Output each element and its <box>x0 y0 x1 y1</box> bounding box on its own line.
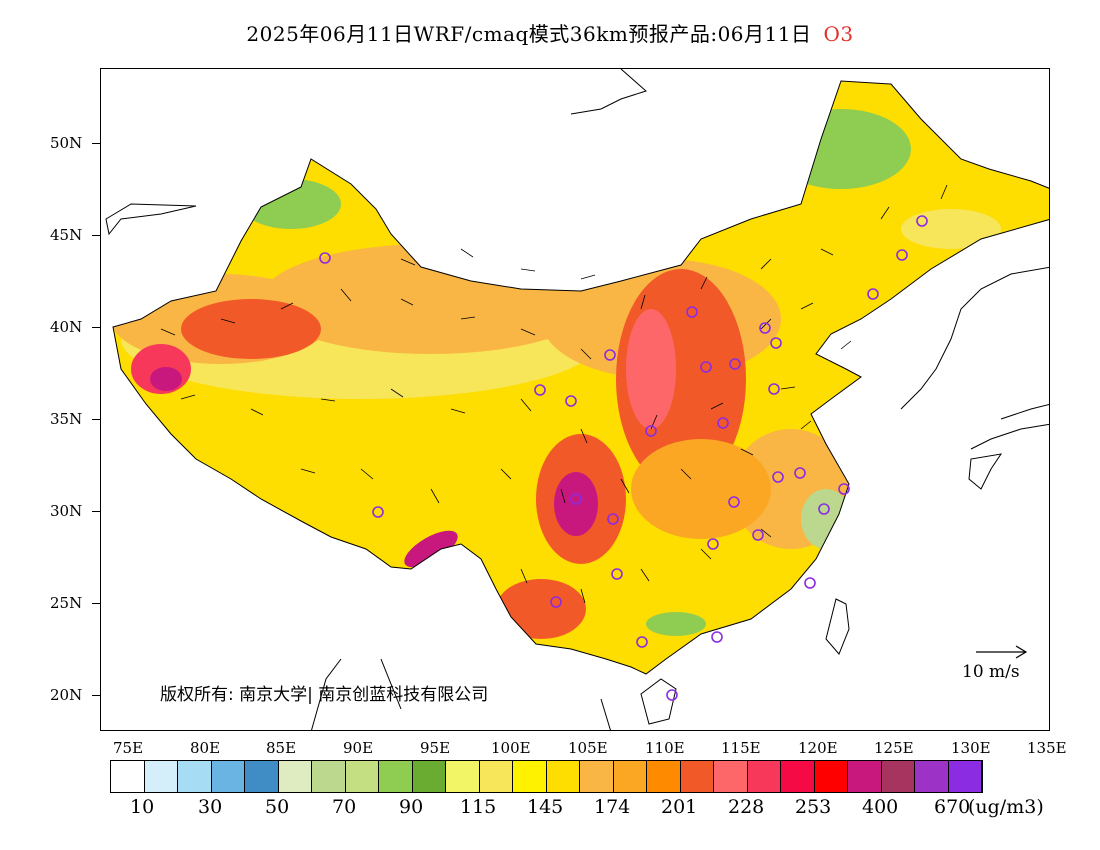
colorbar-cell <box>948 761 982 792</box>
colorbar-cell <box>781 761 815 792</box>
colorbar-cell <box>546 761 580 792</box>
lat-tick <box>92 143 100 144</box>
colorbar-label: 115 <box>460 796 497 818</box>
lat-label-30n: 30N <box>50 502 83 520</box>
copyright-notice: 版权所有: 南京大学| 南京创蓝科技有限公司 <box>160 685 489 705</box>
colorbar-label: 70 <box>332 796 357 818</box>
colorbar-cell <box>714 761 748 792</box>
colorbar-cell <box>144 761 178 792</box>
colorbar-label: 90 <box>399 796 424 818</box>
colorbar-cell <box>446 761 480 792</box>
colorbar-cell <box>479 761 513 792</box>
colorbar-label: 670 <box>934 796 971 818</box>
colorbar-cell <box>580 761 614 792</box>
lat-tick <box>92 235 100 236</box>
colorbar-cell <box>345 761 379 792</box>
colorbar-label: 400 <box>862 796 899 818</box>
map-title: 2025年06月11日WRF/cmaq模式36km预报产品:06月11日 O3 <box>0 18 1100 47</box>
colorbar-cell <box>312 761 346 792</box>
wind-vectors <box>160 184 948 604</box>
lat-label-40n: 40N <box>50 318 83 336</box>
lat-tick <box>92 327 100 328</box>
lat-label-35n: 35N <box>50 410 83 428</box>
colorbar-label: 145 <box>527 796 564 818</box>
lon-label-75e: 75E <box>113 739 144 757</box>
lon-label-125e: 125E <box>874 739 914 757</box>
colorbar-cell <box>680 761 714 792</box>
city-markers <box>319 215 928 701</box>
map-frame <box>100 68 1050 731</box>
pollutant-label: O3 <box>823 22 854 46</box>
lon-label-85e: 85E <box>266 739 297 757</box>
colorbar-label: 174 <box>594 796 631 818</box>
colorbar-label: 201 <box>661 796 698 818</box>
colorbar <box>110 760 983 793</box>
lon-label-115e: 115E <box>721 739 761 757</box>
lon-label-110e: 110E <box>645 739 685 757</box>
colorbar-cell <box>379 761 413 792</box>
colorbar-cell <box>613 761 647 792</box>
lon-label-120e: 120E <box>798 739 838 757</box>
lon-label-100e: 100E <box>491 739 531 757</box>
lat-label-20n: 20N <box>50 686 83 704</box>
lat-label-45n: 45N <box>50 226 83 244</box>
colorbar-units: (ug/m3) <box>968 796 1044 818</box>
lat-tick <box>92 603 100 604</box>
colorbar-cell <box>211 761 245 792</box>
colorbar-cell <box>245 761 279 792</box>
colorbar-cell <box>178 761 212 792</box>
colorbar-cell <box>747 761 781 792</box>
lon-label-80e: 80E <box>190 739 221 757</box>
lat-label-50n: 50N <box>50 134 83 152</box>
lon-label-130e: 130E <box>951 739 991 757</box>
colorbar-label: 10 <box>130 796 155 818</box>
coastline-borders <box>105 69 1049 730</box>
colorbar-cell <box>881 761 915 792</box>
colorbar-cell <box>647 761 681 792</box>
lat-tick <box>92 695 100 696</box>
lon-label-90e: 90E <box>343 739 374 757</box>
colorbar-cell <box>513 761 547 792</box>
colorbar-cell <box>412 761 446 792</box>
lon-label-135e: 135E <box>1027 739 1067 757</box>
wind-reference-label: 10 m/s <box>962 662 1020 682</box>
colorbar-cell <box>915 761 949 792</box>
colorbar-cell <box>814 761 848 792</box>
colorbar-label: 30 <box>198 796 223 818</box>
lat-label-25n: 25N <box>50 594 83 612</box>
colorbar-label: 50 <box>265 796 290 818</box>
lon-label-95e: 95E <box>420 739 451 757</box>
colorbar-cell <box>848 761 882 792</box>
wind-reference-arrow <box>976 645 1028 659</box>
colorbar-label: 228 <box>728 796 765 818</box>
lat-tick <box>92 419 100 420</box>
colorbar-label: 253 <box>795 796 832 818</box>
colorbar-cell <box>278 761 312 792</box>
title-text: 2025年06月11日WRF/cmaq模式36km预报产品:06月11日 <box>246 22 812 46</box>
lon-label-105e: 105E <box>568 739 608 757</box>
lat-tick <box>92 511 100 512</box>
ozone-map <box>105 69 1049 730</box>
colorbar-cell <box>111 761 145 792</box>
